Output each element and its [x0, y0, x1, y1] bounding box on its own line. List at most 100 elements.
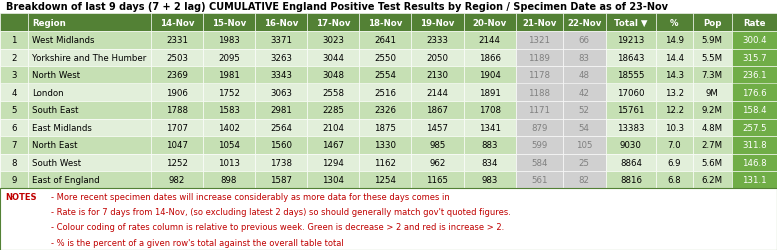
- Bar: [203, 14, 255, 32]
- Bar: [411, 119, 464, 136]
- Bar: [307, 102, 359, 119]
- Text: 10.3: 10.3: [665, 123, 684, 132]
- Bar: [151, 119, 203, 136]
- Text: 834: 834: [481, 158, 498, 167]
- Bar: [151, 154, 203, 171]
- Bar: [0, 67, 29, 84]
- Bar: [516, 136, 563, 154]
- Bar: [563, 119, 605, 136]
- Bar: [732, 102, 777, 119]
- Text: 1047: 1047: [166, 141, 188, 150]
- Bar: [359, 84, 411, 102]
- Bar: [464, 84, 516, 102]
- Text: 13.2: 13.2: [665, 88, 684, 97]
- Bar: [203, 84, 255, 102]
- Text: Total ▼: Total ▼: [614, 18, 648, 28]
- Text: 48: 48: [579, 71, 590, 80]
- Bar: [732, 14, 777, 32]
- Text: 82: 82: [579, 176, 590, 184]
- Text: 83: 83: [579, 54, 590, 62]
- Text: 16-Nov: 16-Nov: [264, 18, 298, 28]
- Text: 1054: 1054: [218, 141, 240, 150]
- Text: 1708: 1708: [479, 106, 500, 115]
- Text: 15761: 15761: [617, 106, 645, 115]
- Text: 2564: 2564: [270, 123, 292, 132]
- Text: 15-Nov: 15-Nov: [212, 18, 246, 28]
- Text: 1254: 1254: [375, 176, 396, 184]
- Bar: [692, 14, 732, 32]
- Bar: [307, 171, 359, 189]
- Text: 14.3: 14.3: [665, 71, 684, 80]
- Text: Breakdown of last 9 days (7 + 2 lag) CUMULATIVE England Positive Test Results by: Breakdown of last 9 days (7 + 2 lag) CUM…: [6, 2, 668, 12]
- Bar: [411, 32, 464, 49]
- Bar: [29, 84, 151, 102]
- Text: - More recent specimen dates will increase considerably as more data for these d: - More recent specimen dates will increa…: [51, 192, 449, 201]
- Bar: [307, 119, 359, 136]
- Text: 5.9M: 5.9M: [702, 36, 723, 45]
- Text: 982: 982: [169, 176, 185, 184]
- Bar: [732, 32, 777, 49]
- Bar: [359, 14, 411, 32]
- Bar: [563, 67, 605, 84]
- Bar: [692, 119, 732, 136]
- Text: 1587: 1587: [270, 176, 292, 184]
- Text: Rate: Rate: [744, 18, 766, 28]
- Bar: [203, 102, 255, 119]
- Text: 6: 6: [12, 123, 17, 132]
- Text: 14.4: 14.4: [665, 54, 684, 62]
- Bar: [151, 67, 203, 84]
- Bar: [203, 171, 255, 189]
- Text: 146.8: 146.8: [742, 158, 767, 167]
- Bar: [657, 102, 692, 119]
- Text: 5.6M: 5.6M: [702, 158, 723, 167]
- Text: 6.2M: 6.2M: [702, 176, 723, 184]
- Bar: [732, 119, 777, 136]
- Text: 9: 9: [12, 176, 17, 184]
- Text: 8: 8: [12, 158, 17, 167]
- Text: 3: 3: [12, 71, 17, 80]
- Text: 21-Nov: 21-Nov: [522, 18, 556, 28]
- Text: East of England: East of England: [33, 176, 100, 184]
- Bar: [657, 49, 692, 67]
- Text: 7.3M: 7.3M: [702, 71, 723, 80]
- Bar: [605, 67, 657, 84]
- Text: 2144: 2144: [479, 36, 500, 45]
- Text: 4: 4: [12, 88, 17, 97]
- Bar: [563, 171, 605, 189]
- Bar: [151, 49, 203, 67]
- Text: 158.4: 158.4: [742, 106, 767, 115]
- Bar: [307, 84, 359, 102]
- Text: 1: 1: [12, 36, 17, 45]
- Bar: [359, 49, 411, 67]
- Text: 300.4: 300.4: [742, 36, 767, 45]
- Bar: [0, 14, 29, 32]
- Text: 898: 898: [221, 176, 237, 184]
- Text: West Midlands: West Midlands: [33, 36, 95, 45]
- Text: 1788: 1788: [166, 106, 188, 115]
- Bar: [203, 136, 255, 154]
- Bar: [307, 154, 359, 171]
- Text: 1171: 1171: [528, 106, 550, 115]
- Text: 7.0: 7.0: [667, 141, 681, 150]
- Text: %: %: [670, 18, 678, 28]
- Text: 883: 883: [481, 141, 498, 150]
- Text: 2326: 2326: [375, 106, 396, 115]
- Text: 2981: 2981: [270, 106, 292, 115]
- Text: 2550: 2550: [375, 54, 396, 62]
- Text: 2641: 2641: [375, 36, 396, 45]
- Text: 3023: 3023: [322, 36, 344, 45]
- Bar: [29, 154, 151, 171]
- Text: 1188: 1188: [528, 88, 550, 97]
- Bar: [151, 84, 203, 102]
- Bar: [563, 14, 605, 32]
- Bar: [732, 67, 777, 84]
- Bar: [732, 84, 777, 102]
- Bar: [151, 14, 203, 32]
- Bar: [255, 49, 307, 67]
- Text: 18555: 18555: [617, 71, 645, 80]
- Text: 13383: 13383: [617, 123, 645, 132]
- Bar: [29, 49, 151, 67]
- Text: 105: 105: [576, 141, 593, 150]
- Text: - Colour coding of rates column is relative to previous week. Green is decrease : - Colour coding of rates column is relat…: [51, 222, 503, 232]
- Text: 2331: 2331: [166, 36, 188, 45]
